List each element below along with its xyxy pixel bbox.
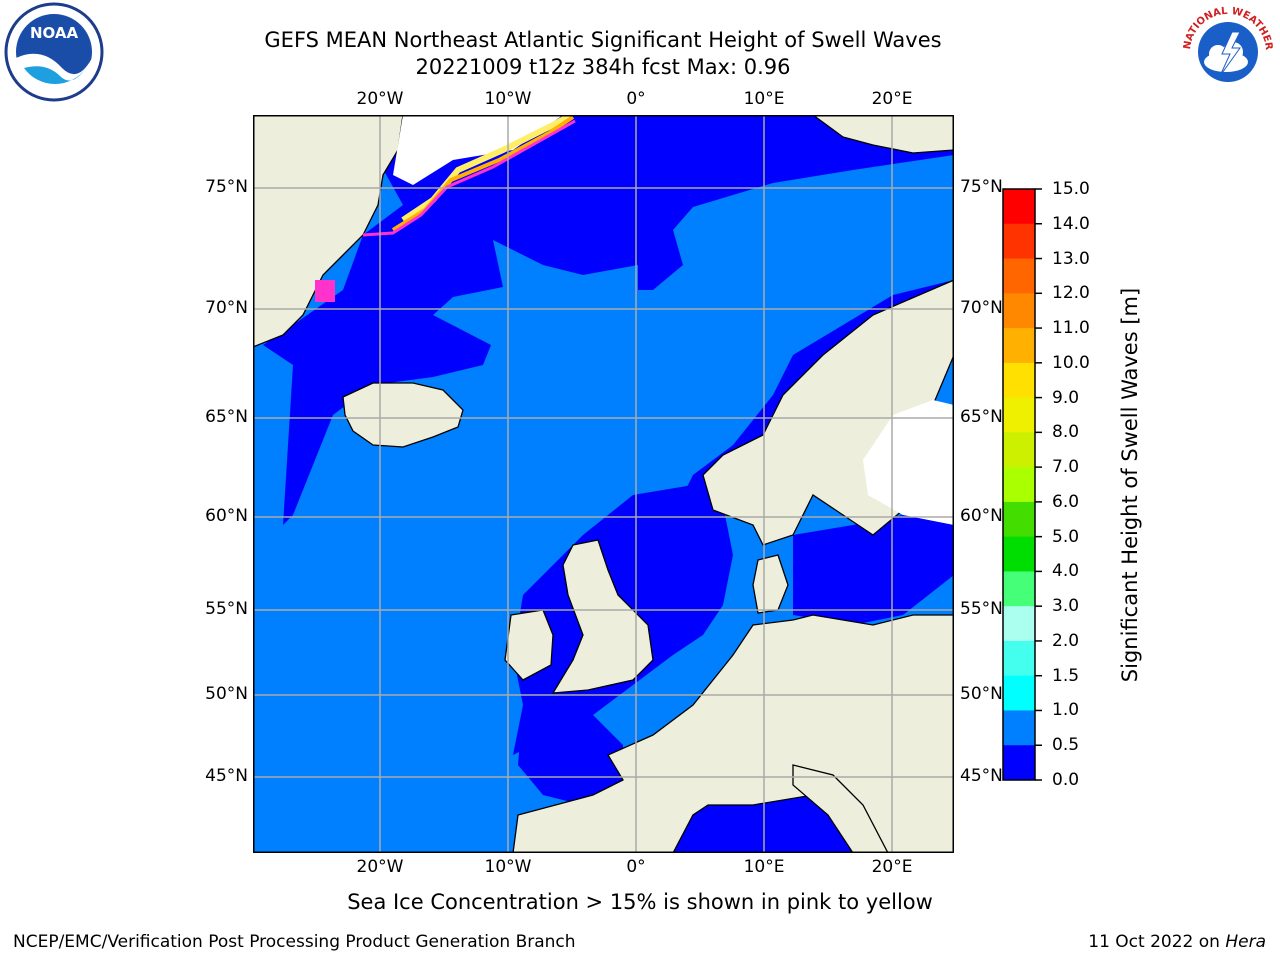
lon-label-top: 20°E	[871, 89, 913, 109]
colorbar-band	[1003, 606, 1035, 642]
lon-label-top: 10°W	[484, 89, 532, 109]
chart-title: GEFS MEAN Northeast Atlantic Significant…	[264, 28, 942, 52]
lat-label-left: 75°N	[205, 177, 248, 197]
colorbar-band	[1003, 571, 1035, 607]
colorbar-band	[1003, 745, 1035, 781]
lat-label-left: 60°N	[205, 506, 248, 526]
colorbar-band	[1003, 362, 1035, 399]
colorbar-tick-label: 14.0	[1052, 213, 1090, 234]
ocean-low-baltic	[793, 515, 954, 625]
colorbar-tick-label: 5.0	[1052, 526, 1080, 547]
colorbar-tick-label: 4.0	[1052, 561, 1080, 582]
lat-label-right: 75°N	[960, 177, 1003, 197]
footer-date: 11 Oct 2022 on Hera	[1088, 932, 1266, 952]
footer-credit: NCEP/EMC/Verification Post Processing Pr…	[13, 932, 576, 952]
sea-ice-note: Sea Ice Concentration > 15% is shown in …	[347, 890, 933, 914]
colorbar-band	[1003, 536, 1035, 572]
colorbar-band	[1003, 293, 1035, 329]
lat-label-left: 70°N	[205, 298, 248, 318]
sea-ice-edge-pink	[362, 119, 576, 237]
nws-logo: NATIONAL WEATHER SERVICE	[1178, 2, 1275, 99]
colorbar-band	[1003, 675, 1035, 711]
noaa-logo-text: NOAA	[30, 24, 79, 42]
colorbar-tick-label: 9.0	[1052, 387, 1080, 408]
colorbar-tick-label: 15.0	[1052, 179, 1090, 199]
colorbar-tick-label: 11.0	[1052, 318, 1090, 339]
lat-label-left: 45°N	[205, 766, 248, 786]
colorbar-tick-label: 10.0	[1052, 352, 1090, 373]
svalbard	[811, 115, 954, 154]
swell-height-map	[253, 115, 954, 853]
ocean-low-north	[263, 115, 954, 525]
colorbar-tick-label: 7.0	[1052, 457, 1080, 478]
lon-label-top: 0°	[626, 89, 646, 109]
lon-label-bottom: 10°E	[743, 857, 785, 877]
colorbar-band	[1003, 189, 1035, 225]
lat-label-left: 65°N	[205, 407, 248, 427]
colorbar-band	[1003, 467, 1035, 503]
lat-label-left: 50°N	[205, 684, 248, 704]
iceland	[342, 382, 464, 448]
colorbar-tick-label: 0.5	[1052, 735, 1080, 756]
map-frame	[253, 115, 954, 853]
noaa-logo: NOAA	[4, 2, 104, 102]
lon-label-top: 20°W	[356, 89, 404, 109]
colorbar-tick-label: 13.0	[1052, 248, 1090, 269]
colorbar-band	[1003, 328, 1035, 364]
colorbar-label: Significant Height of Swell Waves [m]	[1118, 287, 1142, 683]
lat-label-right: 70°N	[960, 298, 1003, 318]
colorbar-band	[1003, 640, 1035, 677]
sea-ice-edge-orange	[391, 115, 575, 232]
footer-machine: Hera	[1225, 932, 1266, 952]
colorbar-tick-label: 8.0	[1052, 422, 1080, 443]
footer-date-text: 11 Oct 2022 on	[1088, 932, 1226, 952]
land-masses	[253, 115, 954, 853]
colorbar-tick-label: 12.0	[1052, 283, 1090, 304]
lat-label-right: 50°N	[960, 684, 1003, 704]
colorbar-tick-label: 6.0	[1052, 491, 1080, 512]
lat-label-right: 60°N	[960, 506, 1003, 526]
sea-ice-pink-patch	[315, 280, 335, 302]
sea-ice-white-baltic	[863, 400, 954, 525]
colorbar-tick-label: 0.0	[1052, 770, 1080, 790]
lat-label-right: 65°N	[960, 407, 1003, 427]
lat-label-right: 55°N	[960, 599, 1003, 619]
colorbar-tick-label: 1.0	[1052, 700, 1080, 721]
italy	[792, 764, 889, 853]
colorbar-tick-label: 3.0	[1052, 596, 1080, 617]
lat-label-right: 45°N	[960, 766, 1003, 786]
lon-label-bottom: 20°E	[871, 857, 913, 877]
colorbar	[1002, 188, 1042, 781]
lon-label-bottom: 0°	[626, 857, 646, 877]
chart-subtitle: 20221009 t12z 384h fcst Max: 0.96	[415, 55, 791, 79]
colorbar-tick-label: 2.0	[1052, 630, 1080, 651]
great-britain	[551, 539, 654, 694]
colorbar-band	[1003, 501, 1035, 538]
colorbar-band	[1003, 432, 1035, 468]
colorbar-band	[1003, 397, 1035, 433]
lon-label-bottom: 20°W	[356, 857, 404, 877]
ocean-low-biscay	[518, 705, 623, 805]
lon-label-top: 10°E	[743, 89, 785, 109]
sea-ice-edge-yellow	[401, 115, 573, 223]
lon-label-bottom: 10°W	[484, 857, 532, 877]
sea-ice-white	[393, 115, 563, 185]
colorbar-band	[1003, 258, 1035, 294]
graticule	[253, 115, 954, 853]
colorbar-tick-label: 1.5	[1052, 665, 1080, 686]
lat-label-left: 55°N	[205, 599, 248, 619]
colorbar-band	[1003, 710, 1035, 746]
colorbar-band	[1003, 223, 1035, 260]
